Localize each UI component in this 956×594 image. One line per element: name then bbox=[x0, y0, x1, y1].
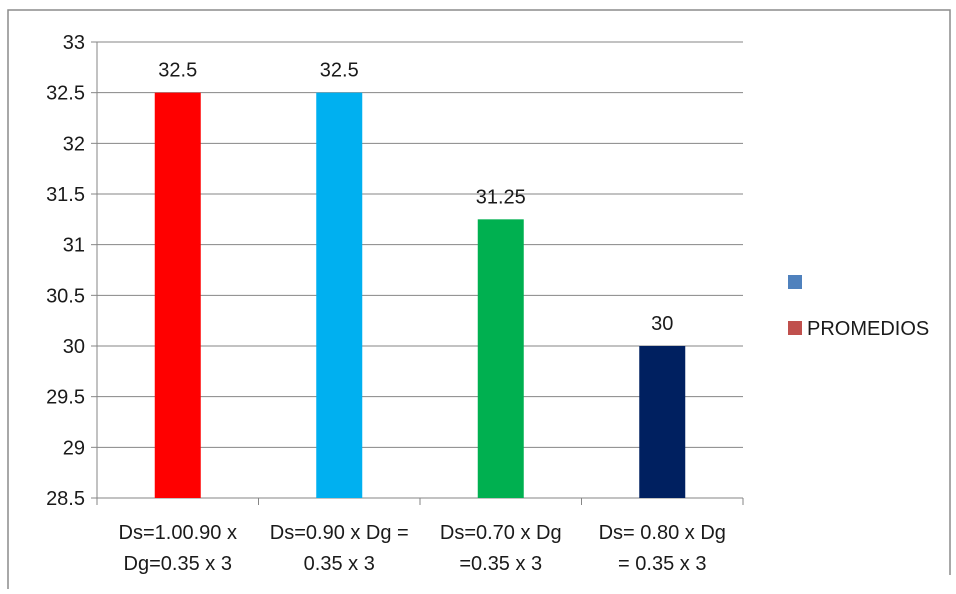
x-tick-label: =0.35 x 3 bbox=[459, 553, 542, 575]
x-tick-label: Ds=0.90 x Dg = bbox=[270, 522, 409, 544]
bar bbox=[477, 219, 524, 499]
legend-label: PROMEDIOS bbox=[807, 318, 929, 340]
x-tick-label: 0.35 x 3 bbox=[304, 553, 375, 575]
y-tick-label: 30.5 bbox=[46, 285, 85, 307]
y-tick-label: 28.5 bbox=[46, 488, 85, 510]
grid-lines bbox=[97, 41, 743, 448]
chart-border bbox=[7, 9, 951, 589]
y-tick-label: 33 bbox=[63, 32, 85, 54]
x-tick-label: Ds=0.70 x Dg bbox=[440, 522, 562, 544]
y-tick-label: 29 bbox=[63, 437, 85, 459]
y-tick-label: 32 bbox=[63, 133, 85, 155]
legend-swatch bbox=[788, 275, 802, 289]
y-tick-label: 29.5 bbox=[46, 387, 85, 409]
bar bbox=[639, 346, 686, 498]
data-label: 31.25 bbox=[476, 186, 526, 208]
bar bbox=[154, 92, 201, 499]
x-tick-label: Ds= 0.80 x Dg bbox=[599, 522, 726, 544]
y-tick-labels: 33 32.5 32 31.5 31 30.5 30 29.5 29 28.5 bbox=[46, 32, 85, 510]
y-tick-label: 32.5 bbox=[46, 83, 85, 105]
legend-swatch bbox=[788, 321, 802, 335]
x-tick-label: Ds=1.00.90 x bbox=[119, 522, 237, 544]
axes bbox=[91, 41, 744, 505]
x-tick-label: Dg=0.35 x 3 bbox=[124, 553, 232, 575]
y-tick-label: 30 bbox=[63, 336, 85, 358]
x-tick-labels: Ds=1.00.90 x Dg=0.35 x 3 Ds=0.90 x Dg = 0.3… bbox=[119, 522, 726, 575]
data-label: 32.5 bbox=[320, 60, 359, 82]
bar bbox=[316, 92, 363, 499]
y-tick-label: 31.5 bbox=[46, 184, 85, 206]
data-label: 30 bbox=[651, 313, 673, 335]
y-tick-label: 31 bbox=[63, 235, 85, 257]
x-tick-label: = 0.35 x 3 bbox=[618, 553, 706, 575]
bars bbox=[154, 92, 686, 499]
data-label: 32.5 bbox=[158, 60, 197, 82]
legend: PROMEDIOS bbox=[788, 275, 929, 340]
data-labels: 32.5 32.5 31.25 30 bbox=[158, 60, 673, 335]
